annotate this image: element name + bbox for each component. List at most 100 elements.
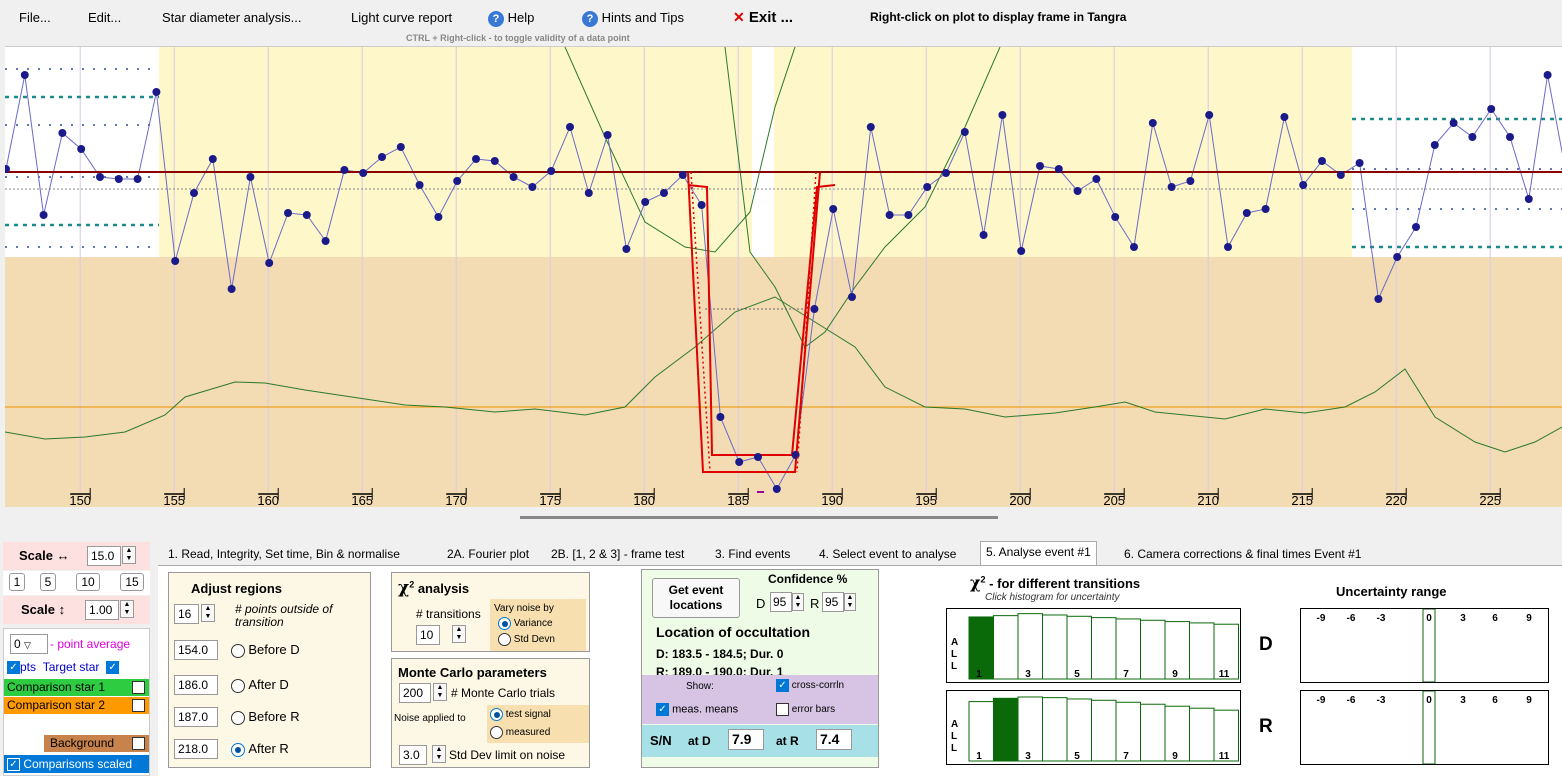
data-point[interactable] <box>622 245 631 253</box>
data-point[interactable] <box>1130 243 1138 251</box>
meas-means-option[interactable]: ✓ meas. means <box>656 703 738 716</box>
scale-btn-10[interactable]: 10 <box>76 573 100 591</box>
trials-stepper[interactable]: ▲ ▼ <box>433 683 447 701</box>
data-point[interactable] <box>359 169 368 177</box>
stddev-limit-stepper[interactable]: ▲ ▼ <box>432 745 446 763</box>
scale-h-input[interactable]: 15.0 <box>87 546 121 566</box>
data-point[interactable] <box>641 198 650 206</box>
data-point[interactable] <box>472 155 480 163</box>
measured-radio[interactable] <box>490 726 503 739</box>
cross-corr-option[interactable]: ✓ cross-corrln <box>776 679 844 692</box>
data-point[interactable] <box>697 201 706 209</box>
scale-v-stepper[interactable]: ▲ ▼ <box>120 600 134 618</box>
data-point[interactable] <box>1506 133 1514 141</box>
data-point[interactable] <box>1374 295 1383 303</box>
stddevn-radio[interactable] <box>498 633 511 646</box>
chi-histogram-d[interactable]: A L L 1 3 5 7 9 11 <box>946 608 1241 683</box>
data-point[interactable] <box>490 157 499 165</box>
histogram-bar[interactable] <box>1115 618 1141 680</box>
data-point[interactable] <box>96 173 104 181</box>
splitter-handle[interactable] <box>520 516 998 519</box>
data-point[interactable] <box>1412 223 1420 231</box>
data-point[interactable] <box>415 181 424 189</box>
data-point[interactable] <box>434 213 443 221</box>
data-point[interactable] <box>1111 213 1120 221</box>
data-point[interactable] <box>1355 159 1364 167</box>
data-point[interactable] <box>1543 71 1552 79</box>
data-point[interactable] <box>678 171 687 179</box>
trials-input[interactable]: 200 <box>399 683 431 703</box>
histogram-bar[interactable] <box>1189 707 1215 762</box>
data-point[interactable] <box>1299 181 1308 189</box>
transitions-input[interactable]: 10 <box>416 625 440 645</box>
menu-exit[interactable]: ✕ Exit ... <box>733 9 793 26</box>
menu-light-curve-report[interactable]: Light curve report <box>351 10 453 25</box>
data-point[interactable] <box>171 257 180 265</box>
conf-r-input[interactable]: 95 <box>822 592 844 612</box>
data-point[interactable] <box>321 237 330 245</box>
data-point[interactable] <box>265 259 274 267</box>
before-r-value[interactable]: 187.0 <box>174 707 218 727</box>
tab-analyse-event[interactable]: 5. Analyse event #1 <box>980 541 1097 566</box>
point-avg-select[interactable]: 0 ▽ <box>10 634 48 654</box>
data-point[interactable] <box>566 123 574 131</box>
histogram-bar[interactable] <box>1164 621 1190 680</box>
data-point[interactable] <box>133 175 142 183</box>
data-point[interactable] <box>904 211 913 219</box>
histogram-bar[interactable] <box>1066 615 1092 680</box>
after-r-value[interactable]: 218.0 <box>174 739 218 759</box>
menu-star-diameter[interactable]: Star diameter analysis... <box>162 10 302 25</box>
data-point[interactable] <box>942 169 950 177</box>
data-point[interactable] <box>77 145 86 153</box>
data-point[interactable] <box>1318 157 1326 165</box>
data-point[interactable] <box>1205 111 1214 119</box>
data-point[interactable] <box>1167 183 1176 191</box>
light-curve-svg[interactable]: 150 155 160 165 170 175 180 185 190 195 200 205 210 2… <box>2 46 1562 508</box>
data-point[interactable] <box>20 71 29 79</box>
data-point[interactable] <box>39 211 48 219</box>
data-point[interactable] <box>735 458 744 466</box>
tab-fourier[interactable]: 2A. Fourier plot <box>447 547 530 561</box>
data-point[interactable] <box>208 155 217 163</box>
data-point[interactable] <box>114 175 123 183</box>
stddev-limit-input[interactable]: 3.0 <box>399 745 427 765</box>
data-point[interactable] <box>1073 187 1082 195</box>
data-point[interactable] <box>396 143 405 151</box>
data-point[interactable] <box>1449 119 1458 127</box>
data-point[interactable] <box>866 123 875 131</box>
menu-file[interactable]: File... <box>19 10 51 25</box>
data-point[interactable] <box>1054 165 1063 173</box>
points-outside-input[interactable]: 16 <box>174 604 199 624</box>
meas-means-checkbox[interactable]: ✓ <box>656 703 669 716</box>
before-d-radio[interactable] <box>231 643 245 658</box>
menu-edit[interactable]: Edit... <box>88 10 122 25</box>
data-point[interactable] <box>1017 247 1026 255</box>
data-point[interactable] <box>190 189 198 197</box>
data-point[interactable] <box>1224 243 1232 251</box>
data-point[interactable] <box>998 111 1007 119</box>
histogram-bar[interactable] <box>1140 619 1166 680</box>
scale-v-input[interactable]: 1.00 <box>85 600 119 620</box>
tab-select-event[interactable]: 4. Select event to analyse <box>819 547 957 561</box>
test-signal-option[interactable]: test signal <box>490 708 551 721</box>
histogram-bar[interactable] <box>1140 703 1166 762</box>
menu-help[interactable]: ? Help <box>488 10 534 27</box>
data-point[interactable] <box>660 189 668 197</box>
data-point[interactable] <box>1393 253 1402 261</box>
chi-histogram-r[interactable]: A L L 1 3 5 7 9 11 <box>946 690 1241 765</box>
data-point[interactable] <box>716 413 725 421</box>
cross-corr-checkbox[interactable]: ✓ <box>776 679 789 692</box>
data-point[interactable] <box>772 485 781 493</box>
tab-read[interactable]: 1. Read, Integrity, Set time, Bin & norm… <box>168 547 400 561</box>
after-r-radio[interactable] <box>231 742 245 757</box>
histogram-bar[interactable] <box>968 701 994 762</box>
data-point[interactable] <box>1524 195 1533 203</box>
get-event-locations-button[interactable]: Get event locations <box>652 578 740 618</box>
tab-find-events[interactable]: 3. Find events <box>715 547 791 561</box>
histogram-bar[interactable] <box>1213 709 1239 762</box>
data-point[interactable] <box>453 177 462 185</box>
pts-checkbox[interactable]: ✓ <box>7 661 20 675</box>
tab-frame-test[interactable]: 2B. [1, 2 & 3] - frame test <box>551 547 685 561</box>
